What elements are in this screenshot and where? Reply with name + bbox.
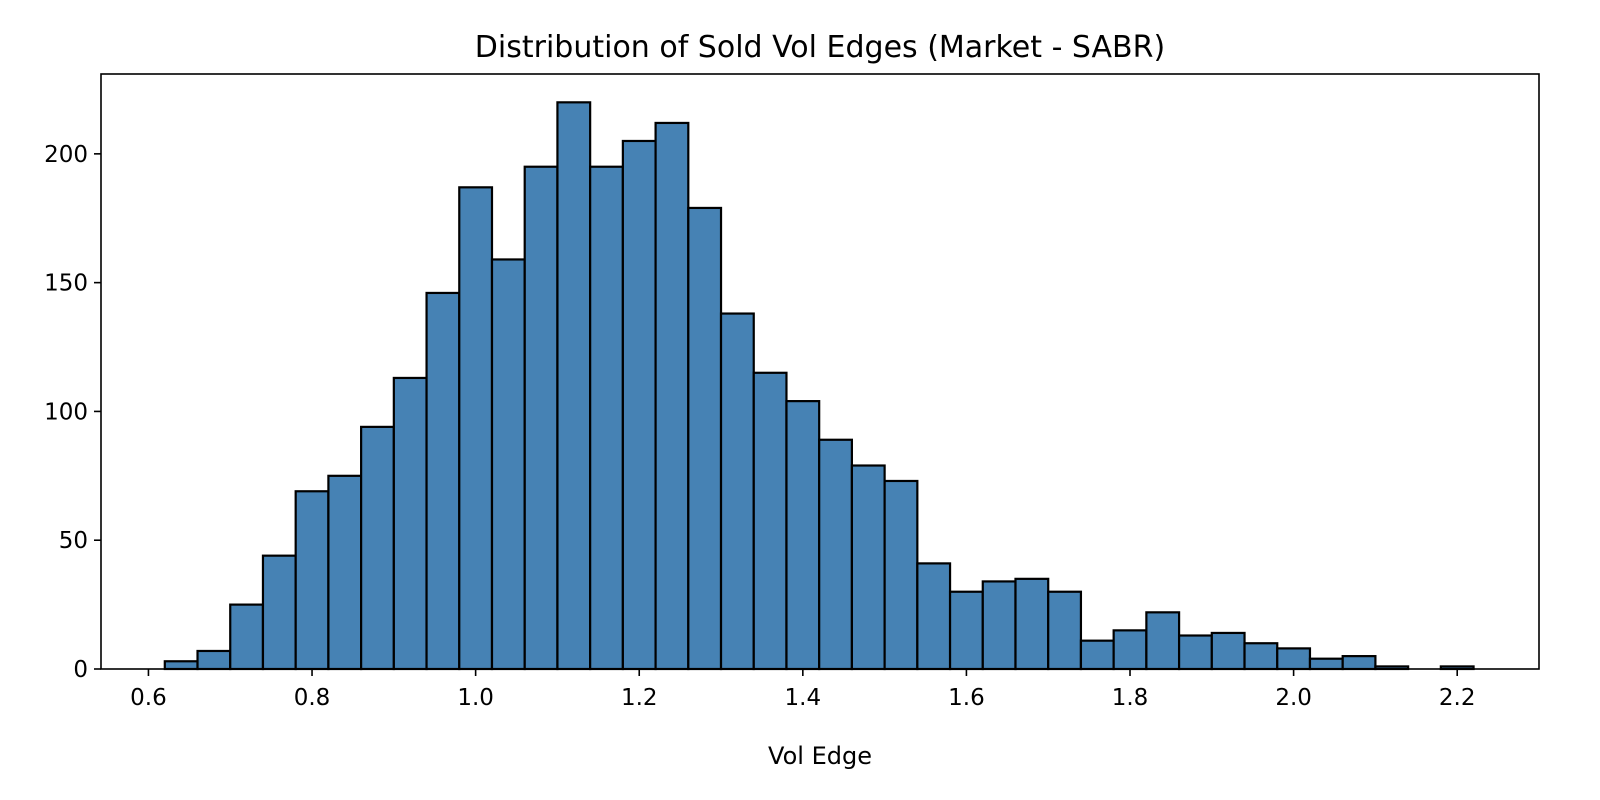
x-tick-label: 2.0 — [1275, 685, 1312, 711]
histogram-bar — [458, 186, 494, 671]
histogram-bar — [523, 165, 559, 671]
histogram-bar — [1079, 639, 1115, 671]
histogram-bar — [981, 580, 1017, 671]
x-tick-label: 1.2 — [621, 685, 658, 711]
histogram-bar — [818, 438, 854, 671]
histogram-bar — [1210, 631, 1246, 671]
x-axis-label: Vol Edge — [768, 742, 872, 770]
x-tick-label: 2.2 — [1439, 685, 1476, 711]
histogram-bar — [719, 312, 755, 671]
y-tick-label: 50 — [59, 528, 88, 554]
histogram-bar — [1243, 642, 1279, 671]
x-tick-label: 0.6 — [130, 685, 167, 711]
histogram-bar — [1014, 577, 1050, 671]
histogram-bar — [556, 101, 592, 671]
chart-title: Distribution of Sold Vol Edges (Market -… — [475, 30, 1165, 65]
histogram-bar — [654, 121, 690, 671]
x-tick-label: 1.6 — [948, 685, 985, 711]
plot-frame — [100, 73, 1540, 670]
histogram-bar — [916, 562, 952, 671]
histogram-bar — [392, 376, 428, 671]
histogram-bar — [490, 258, 526, 671]
y-tick-label: 200 — [44, 142, 88, 168]
histogram-bar — [1341, 655, 1377, 671]
histogram-bar — [1308, 657, 1344, 671]
histogram-bar — [1177, 634, 1213, 671]
histogram-bar — [948, 590, 984, 671]
x-tick-label: 1.4 — [785, 685, 822, 711]
histogram-bar — [589, 165, 624, 671]
histogram-bar — [327, 474, 363, 671]
x-tick-label: 1.8 — [1112, 685, 1149, 711]
histogram-bar — [229, 603, 265, 671]
histogram-bar — [621, 139, 657, 671]
histogram-bar — [687, 206, 723, 671]
histogram-bar — [360, 425, 395, 671]
bars-group — [163, 101, 1475, 671]
histogram-bar — [261, 554, 297, 671]
histogram-bar — [163, 660, 199, 671]
histogram-bar — [1145, 611, 1181, 671]
x-axis: 0.6 0.8 1.0 1.2 1.4 1.6 1.8 2.0 2.2 — [130, 669, 1475, 711]
y-axis: 0 50 100 150 200 — [44, 142, 101, 683]
y-tick-label: 0 — [73, 657, 88, 683]
histogram-bar — [752, 371, 788, 671]
histogram-bar — [1047, 590, 1083, 671]
histogram-bar — [294, 490, 330, 671]
histogram-bar — [196, 649, 232, 671]
histogram-bar — [1112, 629, 1148, 671]
histogram-bar — [883, 479, 919, 671]
x-tick-label: 0.8 — [294, 685, 331, 711]
histogram-bar — [785, 400, 821, 671]
y-tick-label: 100 — [44, 399, 88, 425]
x-tick-label: 1.0 — [457, 685, 494, 711]
histogram-bar — [1276, 647, 1312, 671]
histogram-bar — [425, 291, 461, 671]
histogram-bar — [850, 464, 886, 671]
plot-area: 0.6 0.8 1.0 1.2 1.4 1.6 1.8 2.0 2.2 0 50 100 150 200 — [44, 73, 1540, 711]
y-tick-label: 150 — [44, 271, 88, 297]
